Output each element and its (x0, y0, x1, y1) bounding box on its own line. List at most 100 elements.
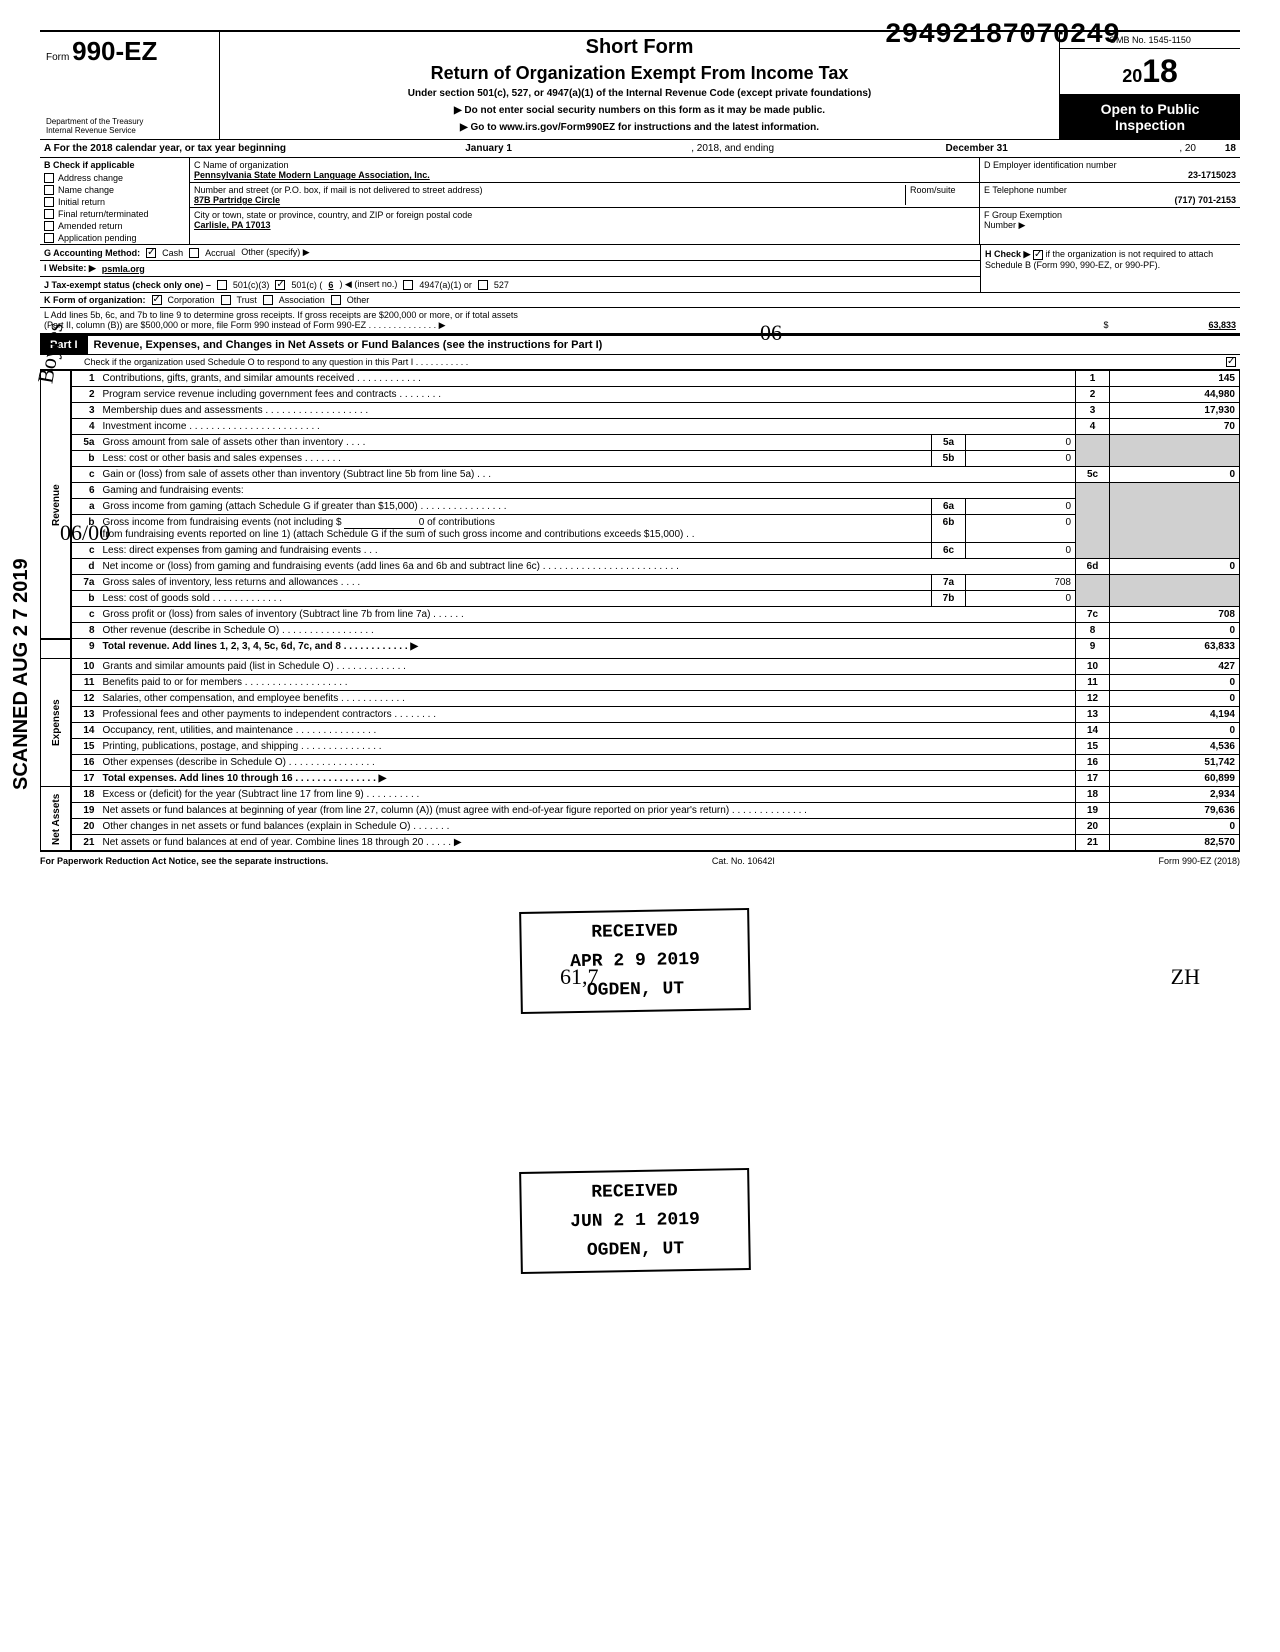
checkbox-icon[interactable] (44, 197, 54, 207)
line-6c: c Less: direct expenses from gaming and … (41, 543, 1240, 559)
checkbox-icon[interactable] (221, 295, 231, 305)
open-to-public: Open to Public Inspection (1060, 95, 1240, 139)
footer-right: Form 990-EZ (2018) (1158, 856, 1240, 866)
line-box: 7c (1076, 607, 1110, 623)
line-box: 15 (1076, 739, 1110, 755)
checkbox-icon[interactable] (1033, 250, 1043, 260)
line-1: Revenue 1 Contributions, gifts, grants, … (41, 371, 1240, 387)
checkbox-icon[interactable] (403, 280, 413, 290)
chk-amended-return[interactable]: Amended return (40, 220, 189, 232)
header-left: Form 990-EZ Department of the Treasury I… (40, 32, 220, 139)
part-1-title: Revenue, Expenses, and Changes in Net As… (88, 336, 1240, 354)
chk-address-change[interactable]: Address change (40, 172, 189, 184)
checkbox-icon[interactable] (44, 221, 54, 231)
line-num: 8 (71, 623, 99, 639)
line-6d: d Net income or (loss) from gaming and f… (41, 559, 1240, 575)
line-box: 8 (1076, 623, 1110, 639)
form-prefix: Form (46, 52, 69, 63)
page-footer: For Paperwork Reduction Act Notice, see … (40, 851, 1240, 870)
i-label: I Website: ▶ (44, 263, 96, 274)
under-section: Under section 501(c), 527, or 4947(a)(1)… (228, 88, 1051, 99)
row-i-website: I Website: ▶ psmla.org (40, 261, 980, 277)
j-501c3: 501(c)(3) (233, 280, 270, 290)
inner-amount: 0 (966, 451, 1076, 467)
line-box: 4 (1076, 419, 1110, 435)
entity-block: B Check if applicable Address change Nam… (40, 158, 1240, 245)
form-number: 990-EZ (72, 36, 157, 66)
side-label-revenue: Revenue (41, 371, 71, 639)
chk-label: Address change (58, 173, 123, 183)
line-num: a (71, 499, 99, 515)
checkbox-icon[interactable] (478, 280, 488, 290)
checkbox-icon[interactable] (44, 173, 54, 183)
chk-initial-return[interactable]: Initial return (40, 196, 189, 208)
checkbox-icon[interactable] (152, 295, 162, 305)
checkbox-icon[interactable] (1226, 357, 1236, 367)
line-desc: Gross profit or (loss) from sales of inv… (99, 607, 1076, 623)
line-num: 5a (71, 435, 99, 451)
chk-final-return[interactable]: Final return/terminated (40, 208, 189, 220)
j-insert-no: 6 (328, 280, 333, 290)
scanned-stamp: SCANNED AUG 2 7 2019 (10, 558, 33, 790)
checkbox-icon[interactable] (44, 209, 54, 219)
inner-box: 7a (932, 575, 966, 591)
line-amount: 2,934 (1110, 787, 1240, 803)
dln-number: 29492187070249 (885, 20, 1120, 51)
line-desc: Membership dues and assessments . . . . … (99, 403, 1076, 419)
chk-name-change[interactable]: Name change (40, 184, 189, 196)
checkbox-icon[interactable] (44, 233, 54, 243)
line-box: 14 (1076, 723, 1110, 739)
org-name-field: C Name of organization Pennsylvania Stat… (190, 158, 979, 183)
line-7b: b Less: cost of goods sold . . . . . . .… (41, 591, 1240, 607)
grp-label: F Group Exemption (984, 210, 1236, 220)
org-name-label: C Name of organization (194, 160, 975, 170)
street-label: Number and street (or P.O. box, if mail … (194, 185, 905, 195)
g-other: Other (specify) ▶ (241, 247, 309, 258)
shaded-cell (1110, 483, 1240, 559)
line-desc: Net income or (loss) from gaming and fun… (99, 559, 1076, 575)
chk-application-pending[interactable]: Application pending (40, 232, 189, 244)
row-a-mid: , 2018, and ending (691, 143, 774, 154)
line-box: 9 (1076, 639, 1110, 659)
row-j-tax-status: J Tax-exempt status (check only one) – 5… (40, 277, 980, 292)
line-15: 15Printing, publications, postage, and s… (41, 739, 1240, 755)
dept-line2: Internal Revenue Service (46, 126, 213, 135)
line-21: 21Net assets or fund balances at end of … (41, 835, 1240, 851)
line-amount: 44,980 (1110, 387, 1240, 403)
line-desc: Excess or (deficit) for the year (Subtra… (99, 787, 1076, 803)
row-a-yy: 18 (1196, 143, 1236, 154)
line-desc: Occupancy, rent, utilities, and maintena… (99, 723, 1076, 739)
shaded-cell (1076, 575, 1110, 607)
inner-amount: 0 (966, 515, 1076, 543)
checkbox-icon[interactable] (189, 248, 199, 258)
l6b-desc3: from fundraising events reported on line… (103, 529, 695, 540)
checkbox-icon[interactable] (44, 185, 54, 195)
line-box: 11 (1076, 675, 1110, 691)
part-1-check-o: Check if the organization used Schedule … (40, 355, 1240, 370)
checkbox-icon[interactable] (275, 280, 285, 290)
hand-note-bottom-1: 61,7 (560, 964, 599, 990)
line-num: 18 (71, 787, 99, 803)
line-amount: 51,742 (1110, 755, 1240, 771)
line-18: Net Assets 18Excess or (deficit) for the… (41, 787, 1240, 803)
hand-note-bottom-2: ZH (1171, 964, 1200, 990)
line-box: 12 (1076, 691, 1110, 707)
inner-amount: 0 (966, 499, 1076, 515)
checkbox-icon[interactable] (217, 280, 227, 290)
checkbox-icon[interactable] (146, 248, 156, 258)
line-num: 6 (71, 483, 99, 499)
checkbox-icon[interactable] (263, 295, 273, 305)
line-3: 3 Membership dues and assessments . . . … (41, 403, 1240, 419)
checkbox-icon[interactable] (331, 295, 341, 305)
line-desc: Net assets or fund balances at end of ye… (99, 835, 1076, 851)
k-other: Other (347, 295, 370, 305)
line-box: 18 (1076, 787, 1110, 803)
row-a-begin: January 1 (286, 143, 691, 154)
line-amount: 0 (1110, 467, 1240, 483)
line-desc: Gross income from gaming (attach Schedul… (99, 499, 932, 515)
org-name-value: Pennsylvania State Modern Language Assoc… (194, 170, 975, 180)
line-num: c (71, 607, 99, 623)
group-exemption-field: F Group Exemption Number ▶ (980, 208, 1240, 233)
room-suite-label: Room/suite (905, 185, 975, 205)
col-b-checkboxes: B Check if applicable Address change Nam… (40, 158, 190, 244)
